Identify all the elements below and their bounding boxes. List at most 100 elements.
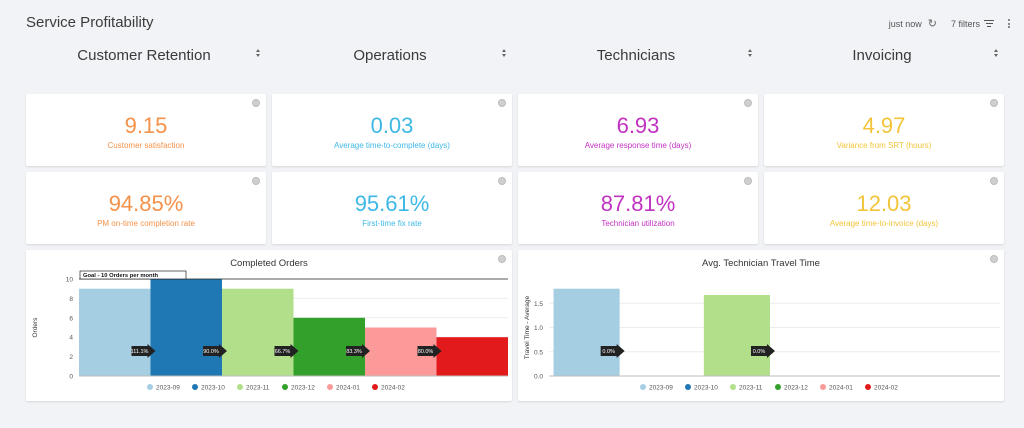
kpi-label: Variance from SRT (hours) (836, 141, 932, 150)
info-icon[interactable] (990, 255, 998, 263)
info-icon[interactable] (252, 99, 260, 107)
info-icon[interactable] (990, 99, 998, 107)
kpi-value: 12.03 (856, 191, 912, 216)
legend-label: 2023-10 (201, 384, 225, 391)
kpi-label: Average time-to-invoice (days) (829, 219, 939, 228)
info-icon[interactable] (744, 99, 752, 107)
legend-swatch-2024-01 (820, 384, 826, 390)
more-options-icon[interactable] (1008, 19, 1010, 28)
y-tick-label: 4 (69, 335, 73, 342)
annotation-arrow (346, 344, 370, 358)
filters-button[interactable]: 7 filters (951, 19, 994, 29)
page-title: Service Profitability (26, 14, 154, 31)
section-label: Invoicing (852, 46, 912, 64)
kpi-card-time-to-invoice[interactable]: 12.03 Average time-to-invoice (days) (764, 172, 1004, 244)
legend-label: 2023-09 (649, 384, 673, 391)
kpi-label: Average time-to-complete (days) (334, 141, 450, 150)
y-tick-label: 10 (66, 277, 74, 284)
last-updated-text: just now (888, 18, 922, 29)
legend-label: 2024-01 (336, 384, 360, 391)
y-axis-label: Orders (32, 317, 39, 338)
annotation-arrow (600, 344, 625, 358)
legend-label: 2023-12 (784, 384, 808, 391)
kpi-card-response-time[interactable]: 6.93 Average response time (days) (518, 94, 758, 166)
completed-orders-chart: 0 2 4 6 8 10 Orders Goal - 10 Orders per month 1… (32, 270, 508, 391)
section-label: Operations (353, 46, 427, 64)
legend-swatch-2023-10 (192, 384, 198, 390)
annotation-arrow (750, 344, 775, 358)
annotation-label: 0.0% (753, 349, 766, 355)
y-tick-label: 2 (69, 354, 73, 361)
kpi-label: Technician utilization (601, 219, 675, 228)
kpi-card-first-time-fix[interactable]: 95.61% First-time fix rate (272, 172, 512, 244)
info-icon[interactable] (990, 177, 998, 185)
kpi-card-customer-satisfaction[interactable]: 9.15 Customer satisfaction (26, 94, 266, 166)
bar-2023-09 (553, 288, 620, 376)
annotation-label: 111.1% (131, 349, 149, 355)
y-tick-label: 0 (69, 374, 73, 381)
kpi-value: 4.97 (862, 113, 906, 138)
sort-icon[interactable] (254, 49, 262, 57)
kpi-card-technician-utilization[interactable]: 87.81% Technician utilization (518, 172, 758, 244)
kpi-value: 9.15 (124, 113, 168, 138)
bar-2024-02 (436, 337, 508, 376)
kpi-card-variance-srt[interactable]: 4.97 Variance from SRT (hours) (764, 94, 1004, 166)
annotation-arrow (131, 344, 156, 358)
y-axis-label: Travel Time - Average (524, 296, 531, 360)
refresh-icon[interactable]: ↻ (927, 18, 937, 30)
legend-swatch-2023-12 (775, 384, 781, 390)
legend-label: 2023-12 (291, 384, 315, 391)
section-technicians: Technicians (518, 40, 754, 70)
y-tick-label: 1.0 (534, 325, 543, 332)
kpi-card-time-to-complete[interactable]: 0.03 Average time-to-complete (days) (272, 94, 512, 166)
legend-label: 2024-02 (874, 384, 898, 391)
info-icon[interactable] (498, 177, 506, 185)
kpi-label: First-time fix rate (362, 219, 422, 228)
bar-2023-09 (79, 288, 151, 376)
annotation-arrow (417, 344, 442, 358)
sort-icon[interactable] (500, 49, 508, 57)
y-tick-label: 8 (69, 296, 73, 303)
legend-swatch-2024-01 (327, 384, 333, 390)
info-icon[interactable] (498, 99, 506, 107)
legend-label: 2023-10 (694, 384, 718, 391)
info-icon[interactable] (498, 255, 506, 263)
legend-swatch-2023-11 (730, 384, 736, 390)
kpi-value: 94.85% (108, 191, 184, 216)
annotation-label: 80.0% (418, 349, 434, 355)
annotation-label: 83.3% (346, 349, 362, 355)
legend-label: 2024-01 (829, 384, 853, 391)
legend-label: 2023-11 (246, 384, 270, 391)
section-label: Customer Retention (77, 46, 211, 64)
legend-swatch-2023-09 (147, 384, 153, 390)
annotation-label: 66.7% (275, 349, 291, 355)
kpi-value: 95.61% (354, 191, 430, 216)
section-invoicing: Invoicing (764, 40, 1000, 70)
info-icon[interactable] (744, 177, 752, 185)
legend-swatch-2024-02 (372, 384, 378, 390)
chart-title: Completed Orders (230, 258, 308, 269)
sort-icon[interactable] (746, 49, 754, 57)
bar-2023-10 (150, 279, 222, 376)
chart-title: Avg. Technician Travel Time (702, 258, 820, 269)
annotation-label: 90.0% (203, 349, 219, 355)
sort-icon[interactable] (992, 49, 1000, 57)
legend-swatch-2023-11 (237, 384, 243, 390)
legend-swatch-2023-12 (282, 384, 288, 390)
annotation-label: 0.0% (602, 349, 615, 355)
legend-swatch-2024-02 (865, 384, 871, 390)
y-tick-label: 0.0 (534, 374, 543, 381)
section-customer-retention: Customer Retention (26, 40, 262, 70)
chart-card-travel-time: Avg. Technician Travel Time 0.0 0.5 1.0 1.5… (518, 250, 1004, 401)
goal-label-box (79, 270, 187, 280)
section-operations: Operations (272, 40, 508, 70)
toolbar: just now ↻ 7 filters (889, 17, 1010, 30)
legend-label: 2023-11 (739, 384, 763, 391)
legend-label: 2023-09 (156, 384, 180, 391)
annotation-arrow (274, 344, 299, 358)
annotation-arrow (203, 344, 227, 358)
info-icon[interactable] (252, 177, 260, 185)
kpi-card-pm-on-time[interactable]: 94.85% PM on-time completion rate (26, 172, 266, 244)
y-tick-label: 1.5 (534, 301, 543, 308)
